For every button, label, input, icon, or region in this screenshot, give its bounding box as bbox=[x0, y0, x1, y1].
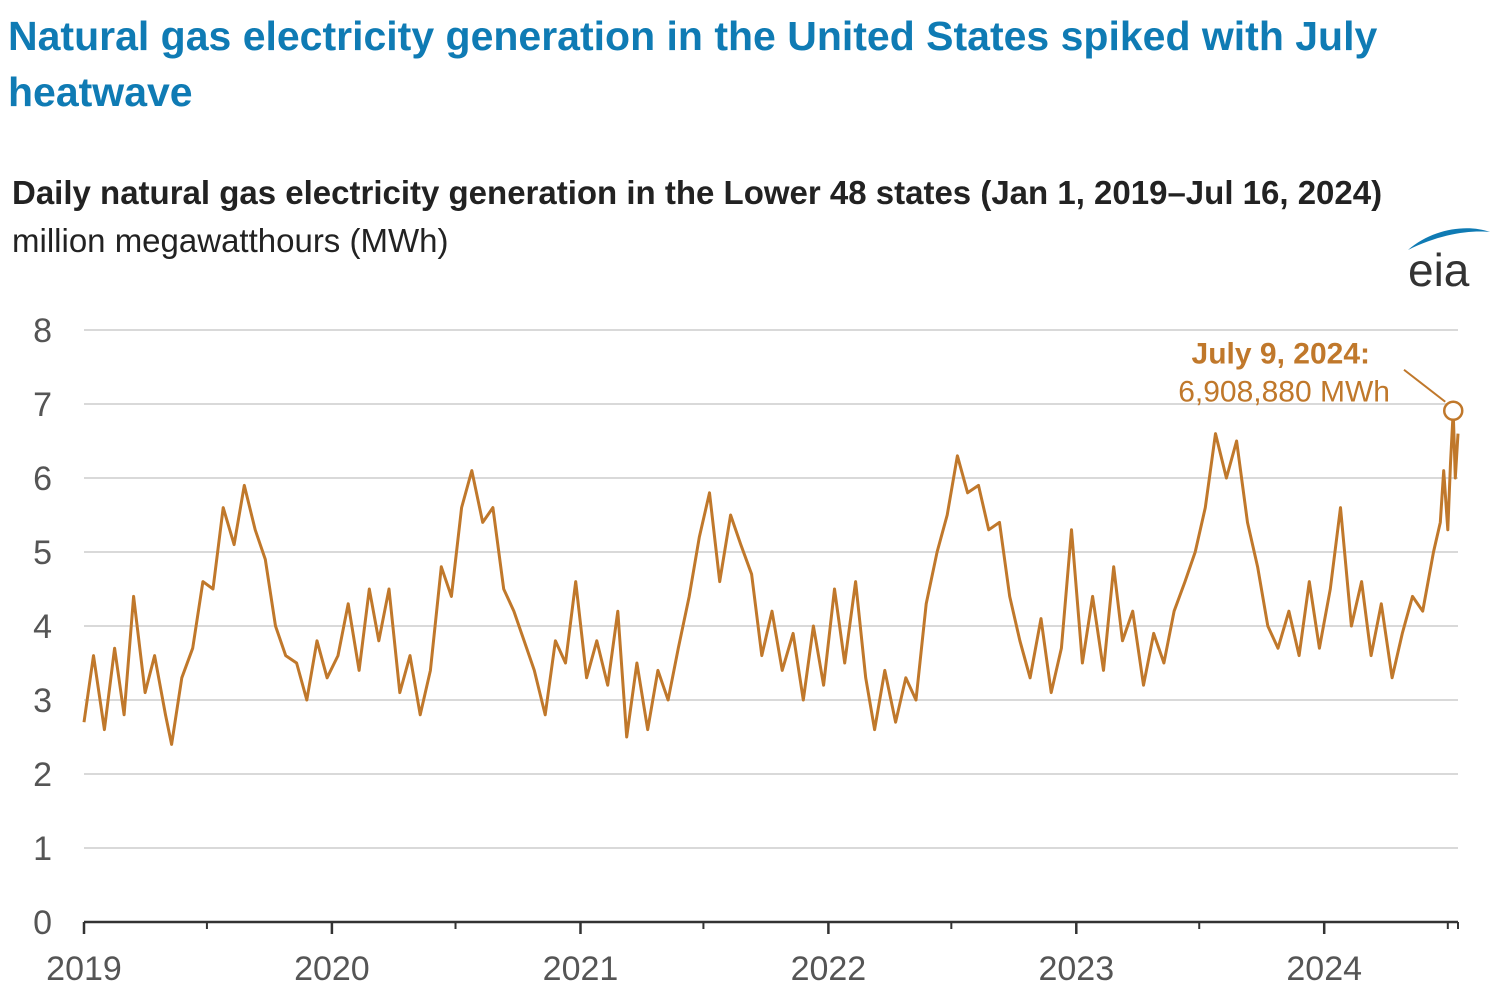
series-line-0 bbox=[82, 409, 1460, 746]
annotation-leader-line bbox=[1403, 368, 1446, 403]
x-axis: 2019 2020 2021 2022 2023 2024 bbox=[46, 920, 1459, 988]
y-tick-label-5: 5 bbox=[33, 534, 52, 572]
y-tick-label-7: 7 bbox=[33, 386, 52, 424]
eia-logo-text: eia bbox=[1408, 244, 1470, 292]
y-tick-label-3: 3 bbox=[33, 682, 52, 720]
chart-title: Daily natural gas electricity generation… bbox=[12, 174, 1383, 211]
gridlines bbox=[84, 329, 1458, 849]
y-tick-label-1: 1 bbox=[33, 830, 52, 868]
y-tick-label-4: 4 bbox=[33, 608, 52, 646]
line-chart: 0 1 2 3 4 5 6 7 8 2019 2020 2021 2022 2023 2024 July … bbox=[33, 312, 1464, 988]
x-tick-label-2023: 2023 bbox=[1038, 950, 1114, 988]
eia-logo: eia bbox=[1408, 228, 1490, 292]
y-axis-unit-label: million megawatthours (MWh) bbox=[12, 222, 449, 259]
y-axis-ticks: 0 1 2 3 4 5 6 7 8 bbox=[33, 312, 52, 942]
annotation-layer: July 9, 2024: 6,908,880 MWh bbox=[1178, 338, 1464, 421]
x-tick-label-2021: 2021 bbox=[543, 950, 619, 988]
eia-logo-swoosh bbox=[1408, 228, 1490, 250]
annotation-marker bbox=[1442, 400, 1464, 421]
y-tick-label-2: 2 bbox=[33, 756, 52, 794]
headline: Natural gas electricity generation in th… bbox=[8, 13, 1378, 115]
annotation-label-value: 6,908,880 MWh bbox=[1178, 376, 1390, 409]
y-tick-label-6: 6 bbox=[33, 460, 52, 498]
y-tick-label-0: 0 bbox=[33, 904, 52, 942]
y-tick-label-8: 8 bbox=[33, 312, 52, 350]
x-tick-label-2019: 2019 bbox=[46, 950, 122, 988]
x-tick-label-2020: 2020 bbox=[294, 950, 370, 988]
annotation-label-date: July 9, 2024: bbox=[1192, 338, 1370, 371]
x-tick-label-2024: 2024 bbox=[1286, 950, 1362, 988]
x-tick-label-2022: 2022 bbox=[791, 950, 867, 988]
series-layer bbox=[82, 409, 1460, 746]
